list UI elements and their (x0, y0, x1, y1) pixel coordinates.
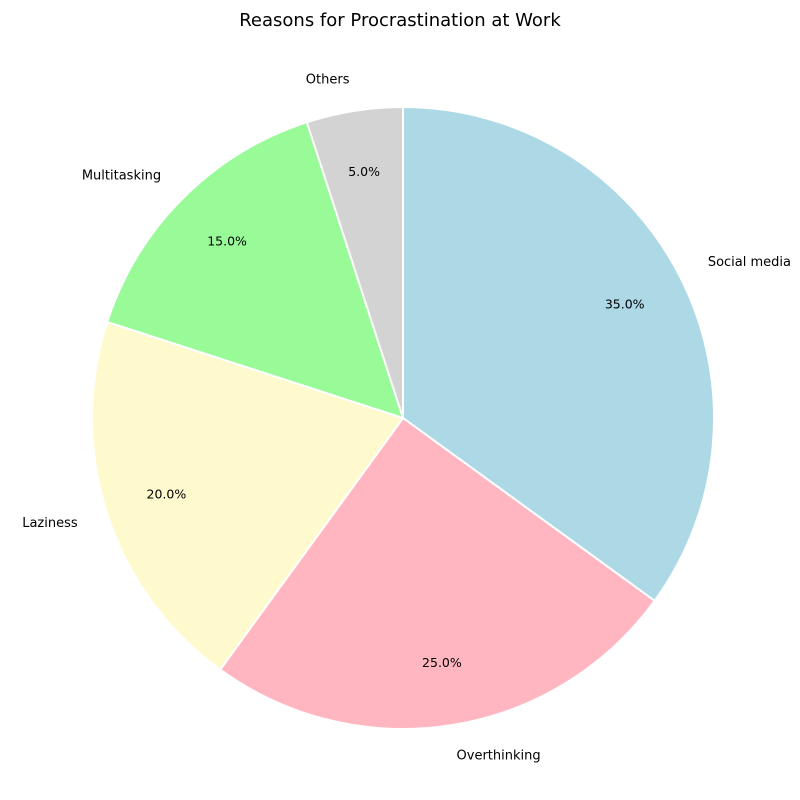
pie-slice-social-media (402, 106, 715, 602)
slice-percent-social-media: 35.0% (605, 297, 645, 312)
slice-label-laziness: Laziness (22, 516, 78, 531)
pie-labels: Social media 35.0% Overthinking 25.0% Lazine… (22, 73, 791, 764)
slice-percent-overthinking: 25.0% (422, 655, 462, 670)
slice-percent-laziness: 20.0% (147, 486, 187, 501)
pie-slices (91, 106, 715, 730)
pie-slice-others (305, 106, 404, 419)
slice-label-multitasking: Multitasking (82, 169, 161, 184)
chart-title: Reasons for Procrastination at Work (239, 10, 561, 31)
pie-slice-laziness (91, 320, 404, 671)
slice-label-others: Others (306, 73, 350, 88)
pie-slice-overthinking (219, 417, 656, 730)
slice-percent-others: 5.0% (348, 164, 380, 179)
slice-percent-multitasking: 15.0% (207, 234, 247, 249)
slice-label-overthinking: Overthinking (457, 748, 541, 763)
slice-label-social-media: Social media (708, 255, 791, 270)
pie-slice-multitasking (106, 121, 404, 419)
